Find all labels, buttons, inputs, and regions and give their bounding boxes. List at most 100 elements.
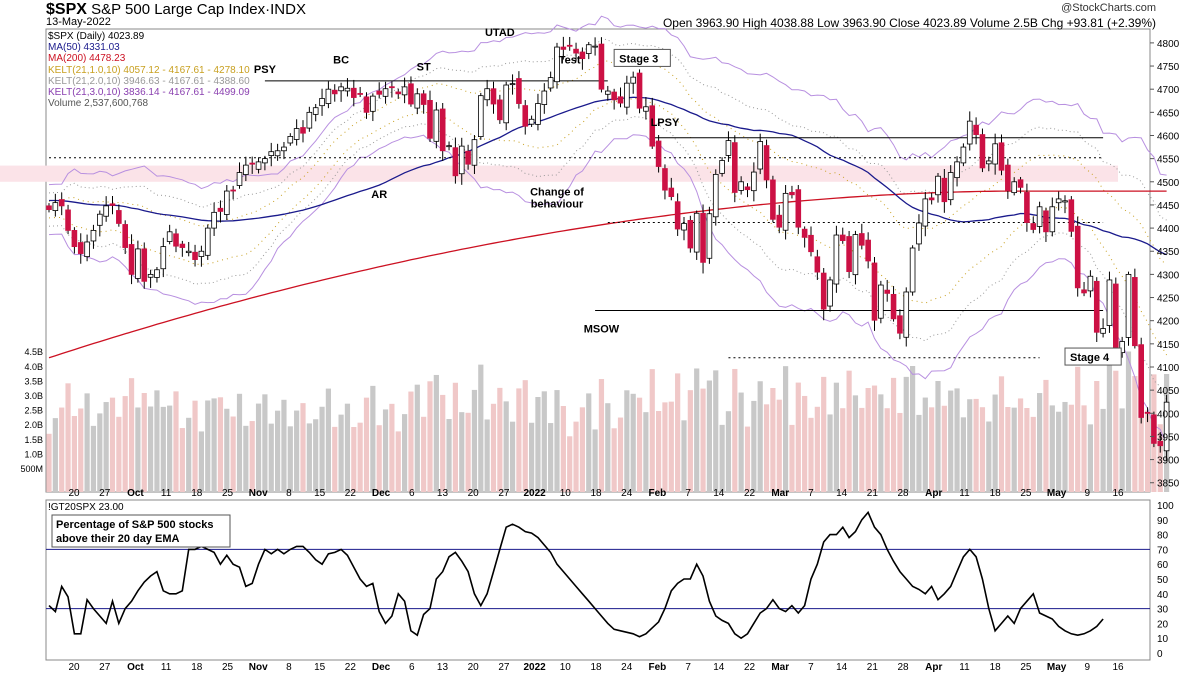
- x-tick-label-top: 6: [409, 488, 415, 499]
- candle-body: [662, 168, 668, 191]
- candle-body: [262, 158, 268, 164]
- volume-tick-label: 2.0B: [24, 420, 43, 430]
- volume-bar: [668, 401, 674, 492]
- volume-bar: [1094, 381, 1100, 492]
- volume-bar: [865, 388, 871, 492]
- volume-bar: [732, 368, 738, 492]
- candle-body: [827, 279, 833, 307]
- candle-body: [636, 72, 643, 109]
- candle-body: [617, 96, 624, 104]
- volume-bar: [910, 366, 916, 492]
- volume-bar: [649, 369, 655, 492]
- x-tick-label-bottom: 22: [744, 662, 756, 673]
- volume-bar: [509, 421, 516, 492]
- volume-bar: [122, 396, 128, 492]
- candle-body: [376, 90, 382, 95]
- volume-bar: [579, 407, 585, 492]
- x-tick-label-bottom: 14: [836, 662, 848, 673]
- volume-bar: [490, 403, 497, 492]
- x-tick-label-bottom: 11: [959, 662, 970, 673]
- volume-bar: [1125, 351, 1132, 492]
- header-symbol: $SPX S&P 500 Large Cap Index·INDX: [46, 1, 306, 19]
- candle-body: [1125, 273, 1132, 338]
- candle-body: [897, 315, 903, 334]
- candle-body: [243, 164, 249, 175]
- volume-bar: [109, 397, 116, 492]
- volume-bar: [173, 391, 179, 492]
- volume-bar: [630, 393, 636, 492]
- candle-body: [331, 89, 338, 95]
- candle-body: [706, 213, 713, 259]
- candle-body: [1100, 328, 1106, 334]
- volume-bar: [700, 388, 706, 492]
- x-tick-label-bottom: 18: [590, 662, 602, 673]
- candle-body: [528, 118, 535, 125]
- volume-bar: [167, 405, 173, 492]
- x-tick-label-top: 28: [897, 488, 909, 499]
- volume-bar: [802, 395, 808, 492]
- candle-body: [401, 86, 408, 96]
- candle-body: [986, 160, 992, 165]
- indicator-tick-label: 10: [1157, 634, 1169, 645]
- stockcharts-logo[interactable]: @StockCharts.com: [1061, 2, 1156, 14]
- volume-bar: [192, 400, 198, 492]
- volume-bar: [884, 408, 890, 492]
- volume-bar: [922, 397, 928, 492]
- volume-tick-label: 3.5B: [24, 376, 43, 386]
- volume-bar: [516, 388, 522, 492]
- x-tick-label-top: 27: [99, 488, 111, 499]
- candle-body: [192, 251, 198, 260]
- price-panel-frame: [45, 28, 1151, 493]
- x-tick-label-top: Mar: [771, 488, 789, 499]
- stage-label-text: Stage 4: [1070, 352, 1110, 364]
- volume-bar: [992, 394, 998, 492]
- volume-bar: [1157, 424, 1163, 492]
- x-tick-label-top: 18: [590, 488, 602, 499]
- price-tick-label: 4350: [1157, 247, 1180, 258]
- x-tick-label-top: 9: [1085, 488, 1091, 499]
- volume-bar: [611, 428, 617, 492]
- volume-bar: [935, 381, 941, 492]
- candle-body: [789, 191, 795, 196]
- volume-bar: [186, 417, 192, 492]
- x-tick-label-top: 14: [713, 488, 725, 499]
- volume-bar: [548, 423, 554, 492]
- volume-bar: [160, 406, 166, 492]
- candle-body: [725, 140, 732, 156]
- candle-body: [1151, 414, 1157, 444]
- x-tick-label-bottom: 20: [468, 662, 480, 673]
- candle-body: [408, 83, 414, 105]
- annotation-label: AR: [371, 189, 387, 201]
- volume-bar: [1037, 393, 1043, 492]
- volume-bar: [363, 397, 370, 492]
- candle-body: [471, 139, 478, 166]
- x-tick-label-bottom: 10: [560, 662, 572, 673]
- candle-body: [382, 88, 389, 97]
- volume-bar: [776, 399, 782, 492]
- volume-bar: [1011, 407, 1017, 492]
- x-tick-label-bottom: 20: [68, 662, 80, 673]
- candle-body: [166, 231, 173, 242]
- indicator-tick-label: 40: [1157, 590, 1169, 601]
- x-tick-label-bottom: 18: [191, 662, 203, 673]
- x-tick-label-top: 7: [808, 488, 814, 499]
- candle-body: [433, 109, 440, 142]
- volume-bar: [846, 370, 852, 492]
- volume-bar: [313, 419, 319, 492]
- candle-body: [712, 173, 719, 218]
- volume-bar: [1056, 411, 1062, 492]
- header-ohlc: Open 3963.90 High 4038.88 Low 3963.90 Cl…: [662, 16, 1156, 30]
- candle-body: [1074, 225, 1081, 289]
- volume-bar: [351, 427, 357, 492]
- candle-body: [585, 44, 592, 54]
- volume-bar: [179, 428, 185, 492]
- volume-bar: [408, 391, 414, 492]
- kelt3-band-lower: [48, 134, 1168, 446]
- volume-bar: [395, 431, 401, 492]
- candle-body: [90, 230, 97, 242]
- volume-bar: [535, 397, 541, 492]
- candle-body: [236, 172, 243, 186]
- candle-body: [732, 142, 738, 193]
- candle-body: [973, 124, 979, 135]
- x-tick-label-bottom: 2022: [523, 662, 546, 673]
